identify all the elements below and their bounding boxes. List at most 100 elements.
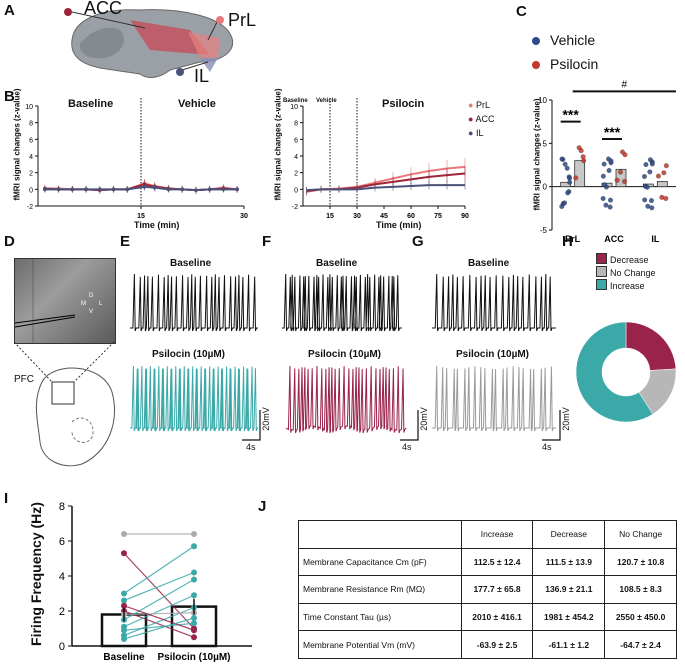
- pfc-label: PFC: [14, 374, 34, 385]
- point-il: [142, 185, 147, 189]
- c-legend-vehicle: Vehicle: [532, 28, 598, 52]
- b-right-xlabel: Time (min): [376, 220, 422, 230]
- x-tick-label: 30: [353, 213, 361, 220]
- response-donut: [575, 321, 677, 423]
- point-il: [111, 187, 116, 192]
- sig-label-prl: ***: [562, 107, 579, 123]
- data-point: [656, 173, 661, 179]
- y-tick-label: 8: [59, 501, 65, 513]
- category-label: ACC: [604, 234, 624, 244]
- y-tick-label: 5: [543, 139, 548, 148]
- paired-line: [123, 545, 195, 594]
- data-point: [661, 170, 667, 176]
- b-left-phase-vehicle: Vehicle: [178, 98, 216, 110]
- paired-line: [123, 578, 195, 621]
- brain-illustration: [64, 8, 234, 78]
- b-legend-acc: ● ACC: [468, 114, 495, 124]
- point-il: [56, 187, 61, 192]
- bar-psilocin: [615, 168, 627, 188]
- y-tick-label: 0: [294, 187, 298, 194]
- c-legend-psilocin: Psilocin: [532, 52, 598, 76]
- data-point: [600, 173, 606, 179]
- panel-label-f: F: [262, 233, 272, 250]
- point-il: [180, 187, 184, 192]
- table-header-decrease: Decrease: [532, 520, 606, 549]
- trace-line: [130, 273, 258, 332]
- x-tick-label: 60: [407, 213, 415, 220]
- data-point: [559, 156, 565, 162]
- y-tick-label: 0: [29, 187, 33, 194]
- h-legend-increase: Increase: [596, 279, 656, 292]
- baseline-point: [121, 602, 127, 609]
- donut-slice-decrease: [625, 321, 677, 371]
- data-point: [562, 200, 568, 206]
- panel-label-e: E: [120, 233, 131, 250]
- y-tick-label: 0: [59, 641, 65, 653]
- data-point: [618, 169, 623, 175]
- y-tick-label: -5: [540, 226, 548, 235]
- il-region: [200, 58, 218, 72]
- y-tick-label: 4: [294, 154, 298, 161]
- table-header-row: Increase Decrease No Change: [298, 520, 677, 549]
- cell: -63.9 ± 2.5: [460, 630, 534, 659]
- scale-e-time: 4s: [246, 442, 256, 452]
- y-tick-label: 2: [294, 171, 298, 178]
- data-point: [562, 161, 568, 167]
- scale-g-voltage: 20mV: [560, 407, 571, 431]
- cell: 111.5 ± 13.9: [532, 547, 606, 577]
- trace-f-psilocin: [285, 365, 407, 434]
- h-legend-nochange: No Change: [596, 266, 656, 279]
- table-row: Membrane Capacitance Cm (pF) 112.5 ± 12.…: [298, 547, 677, 577]
- data-point: [608, 197, 613, 203]
- table-row: Membrane Resistance Rm (MΩ) 177.7 ± 65.8…: [298, 575, 677, 604]
- data-point: [601, 161, 607, 167]
- cell: 112.5 ± 12.4: [460, 547, 534, 577]
- psilocin-point: [191, 569, 197, 576]
- panel-label-c: C: [516, 3, 527, 20]
- y-tick-label: 8: [294, 121, 298, 128]
- y-tick-label: 2: [29, 171, 33, 178]
- h-legend-decrease: Decrease: [596, 253, 656, 266]
- scale-e-voltage: 20mV: [260, 407, 271, 431]
- row-label: Membrane Resistance Rm (MΩ): [298, 575, 462, 604]
- trace-line: [282, 273, 402, 332]
- f-baseline-label: Baseline: [316, 258, 358, 269]
- brain-section-outline: [13, 341, 115, 467]
- firing-frequency-chart: 0 2 4 6 8 Baseline Psilocin (10µM): [59, 501, 252, 663]
- trace-line: [432, 273, 556, 332]
- cell: 177.7 ± 65.8: [460, 575, 534, 604]
- point-il: [235, 187, 239, 192]
- paired-line: [123, 617, 195, 640]
- data-point: [603, 202, 609, 208]
- y-tick-label: 10: [25, 104, 33, 111]
- prl-label: PrL: [228, 10, 257, 30]
- bar-psilocin: [656, 181, 668, 188]
- b-left-phase-baseline: Baseline: [68, 98, 114, 110]
- table-header-nochange: No Change: [604, 520, 677, 549]
- trace-g-baseline: [432, 273, 556, 332]
- e-psilocin-label: Psilocin (10µM): [152, 349, 225, 360]
- x-tick-label: 45: [380, 213, 388, 220]
- bar-psilocin: [574, 160, 586, 188]
- donut-slice-increase: [575, 321, 654, 423]
- slice-image: D M L V: [14, 258, 116, 344]
- row-label: Time Constant Tau (µs): [298, 602, 462, 632]
- orientation-l: L: [99, 301, 103, 307]
- data-point: [565, 190, 571, 196]
- data-point: [573, 175, 579, 181]
- acc-dot: [64, 8, 72, 16]
- point-il: [194, 188, 198, 192]
- b-right-ylabel: fMRI signal changes (z-value): [273, 88, 283, 201]
- b-left-xlabel: Time (min): [134, 220, 180, 230]
- b-legend-il: ● IL: [468, 128, 484, 138]
- panel-label-h: H: [562, 233, 573, 250]
- orientation-m: M: [81, 301, 86, 307]
- baseline-point: [121, 627, 127, 634]
- point-il: [125, 187, 130, 192]
- category-label: PrL: [565, 234, 581, 244]
- trace-line: [432, 365, 556, 432]
- trace-line: [285, 365, 407, 434]
- data-point: [649, 205, 655, 211]
- y-tick-label: 0: [543, 183, 548, 192]
- trace-f-baseline: [282, 273, 402, 332]
